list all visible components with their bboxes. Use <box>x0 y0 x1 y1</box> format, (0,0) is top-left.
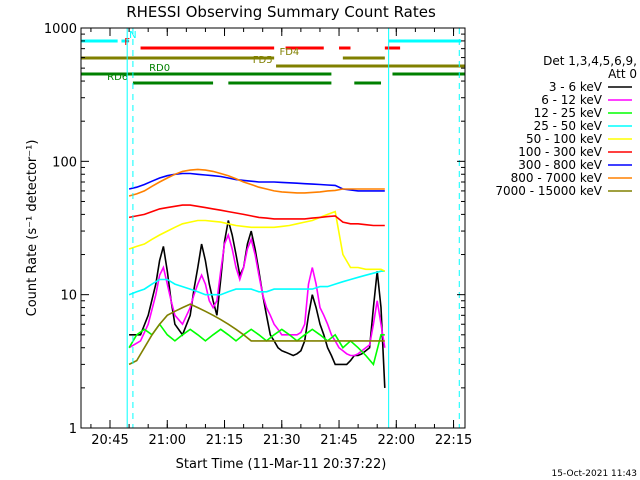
x-axis-label: Start Time (11-Mar-11 20:37:22) <box>176 457 387 472</box>
y-tick-label: 100 <box>52 155 77 170</box>
flag-label-rd6: RD6 <box>107 72 128 83</box>
legend-label-5: 100 - 300 keV <box>518 145 602 159</box>
y-axis-label: Count Rate (s⁻¹ detector⁻¹) <box>25 140 40 317</box>
x-tick-label: 21:30 <box>263 433 300 448</box>
series-line-8 <box>128 303 385 366</box>
data-series <box>128 168 386 388</box>
plot-frame <box>80 27 466 429</box>
series-line-7 <box>128 168 385 197</box>
x-tick-label: 21:15 <box>206 433 243 448</box>
flag-label-fd5: FD5 <box>253 55 273 66</box>
x-tick-label: 22:00 <box>378 433 415 448</box>
series-line-2 <box>128 322 385 367</box>
x-tick-label: 21:45 <box>320 433 357 448</box>
legend-header-line2: Att 0 <box>608 67 637 81</box>
legend-label-4: 50 - 100 keV <box>526 132 603 146</box>
flag-label-rd0: RD0 <box>149 63 170 74</box>
series-line-5 <box>128 204 385 227</box>
series-line-3 <box>128 270 385 296</box>
legend-label-7: 800 - 7000 keV <box>511 171 603 185</box>
x-axis: 20:45 21:00 21:15 21:30 21:45 22:00 22:15 <box>90 28 472 448</box>
chart-title: RHESSI Observing Summary Count Rates <box>126 3 436 21</box>
time-markers <box>126 28 460 428</box>
y-axis: 1 10 100 1000 <box>44 22 465 437</box>
observing-flags: NFFD4FD5RD0RD6 <box>81 30 465 85</box>
generation-timestamp: 15-Oct-2021 11:43 <box>552 469 637 479</box>
y-tick-label: 10 <box>60 289 77 304</box>
legend-label-6: 300 - 800 keV <box>518 158 602 172</box>
x-tick-label: 22:15 <box>435 433 472 448</box>
series-line-4 <box>128 210 386 272</box>
legend-label-8: 7000 - 15000 keV <box>495 184 602 198</box>
y-tick-label: 1000 <box>44 22 77 37</box>
flag-label-n: N <box>129 30 136 41</box>
legend-label-1: 6 - 12 keV <box>541 93 603 107</box>
legend-label-0: 3 - 6 keV <box>549 80 603 94</box>
x-tick-label: 20:45 <box>91 433 128 448</box>
legend-label-2: 12 - 25 keV <box>534 106 603 120</box>
legend-label-3: 25 - 50 keV <box>534 119 603 133</box>
flag-label-fd4: FD4 <box>279 47 299 58</box>
legend-header-line1: Det 1,3,4,5,6,9, <box>543 54 637 68</box>
y-tick-label: 1 <box>69 422 77 437</box>
x-tick-label: 21:00 <box>149 433 186 448</box>
series-line-1 <box>128 232 386 357</box>
series-line-0 <box>129 220 386 388</box>
